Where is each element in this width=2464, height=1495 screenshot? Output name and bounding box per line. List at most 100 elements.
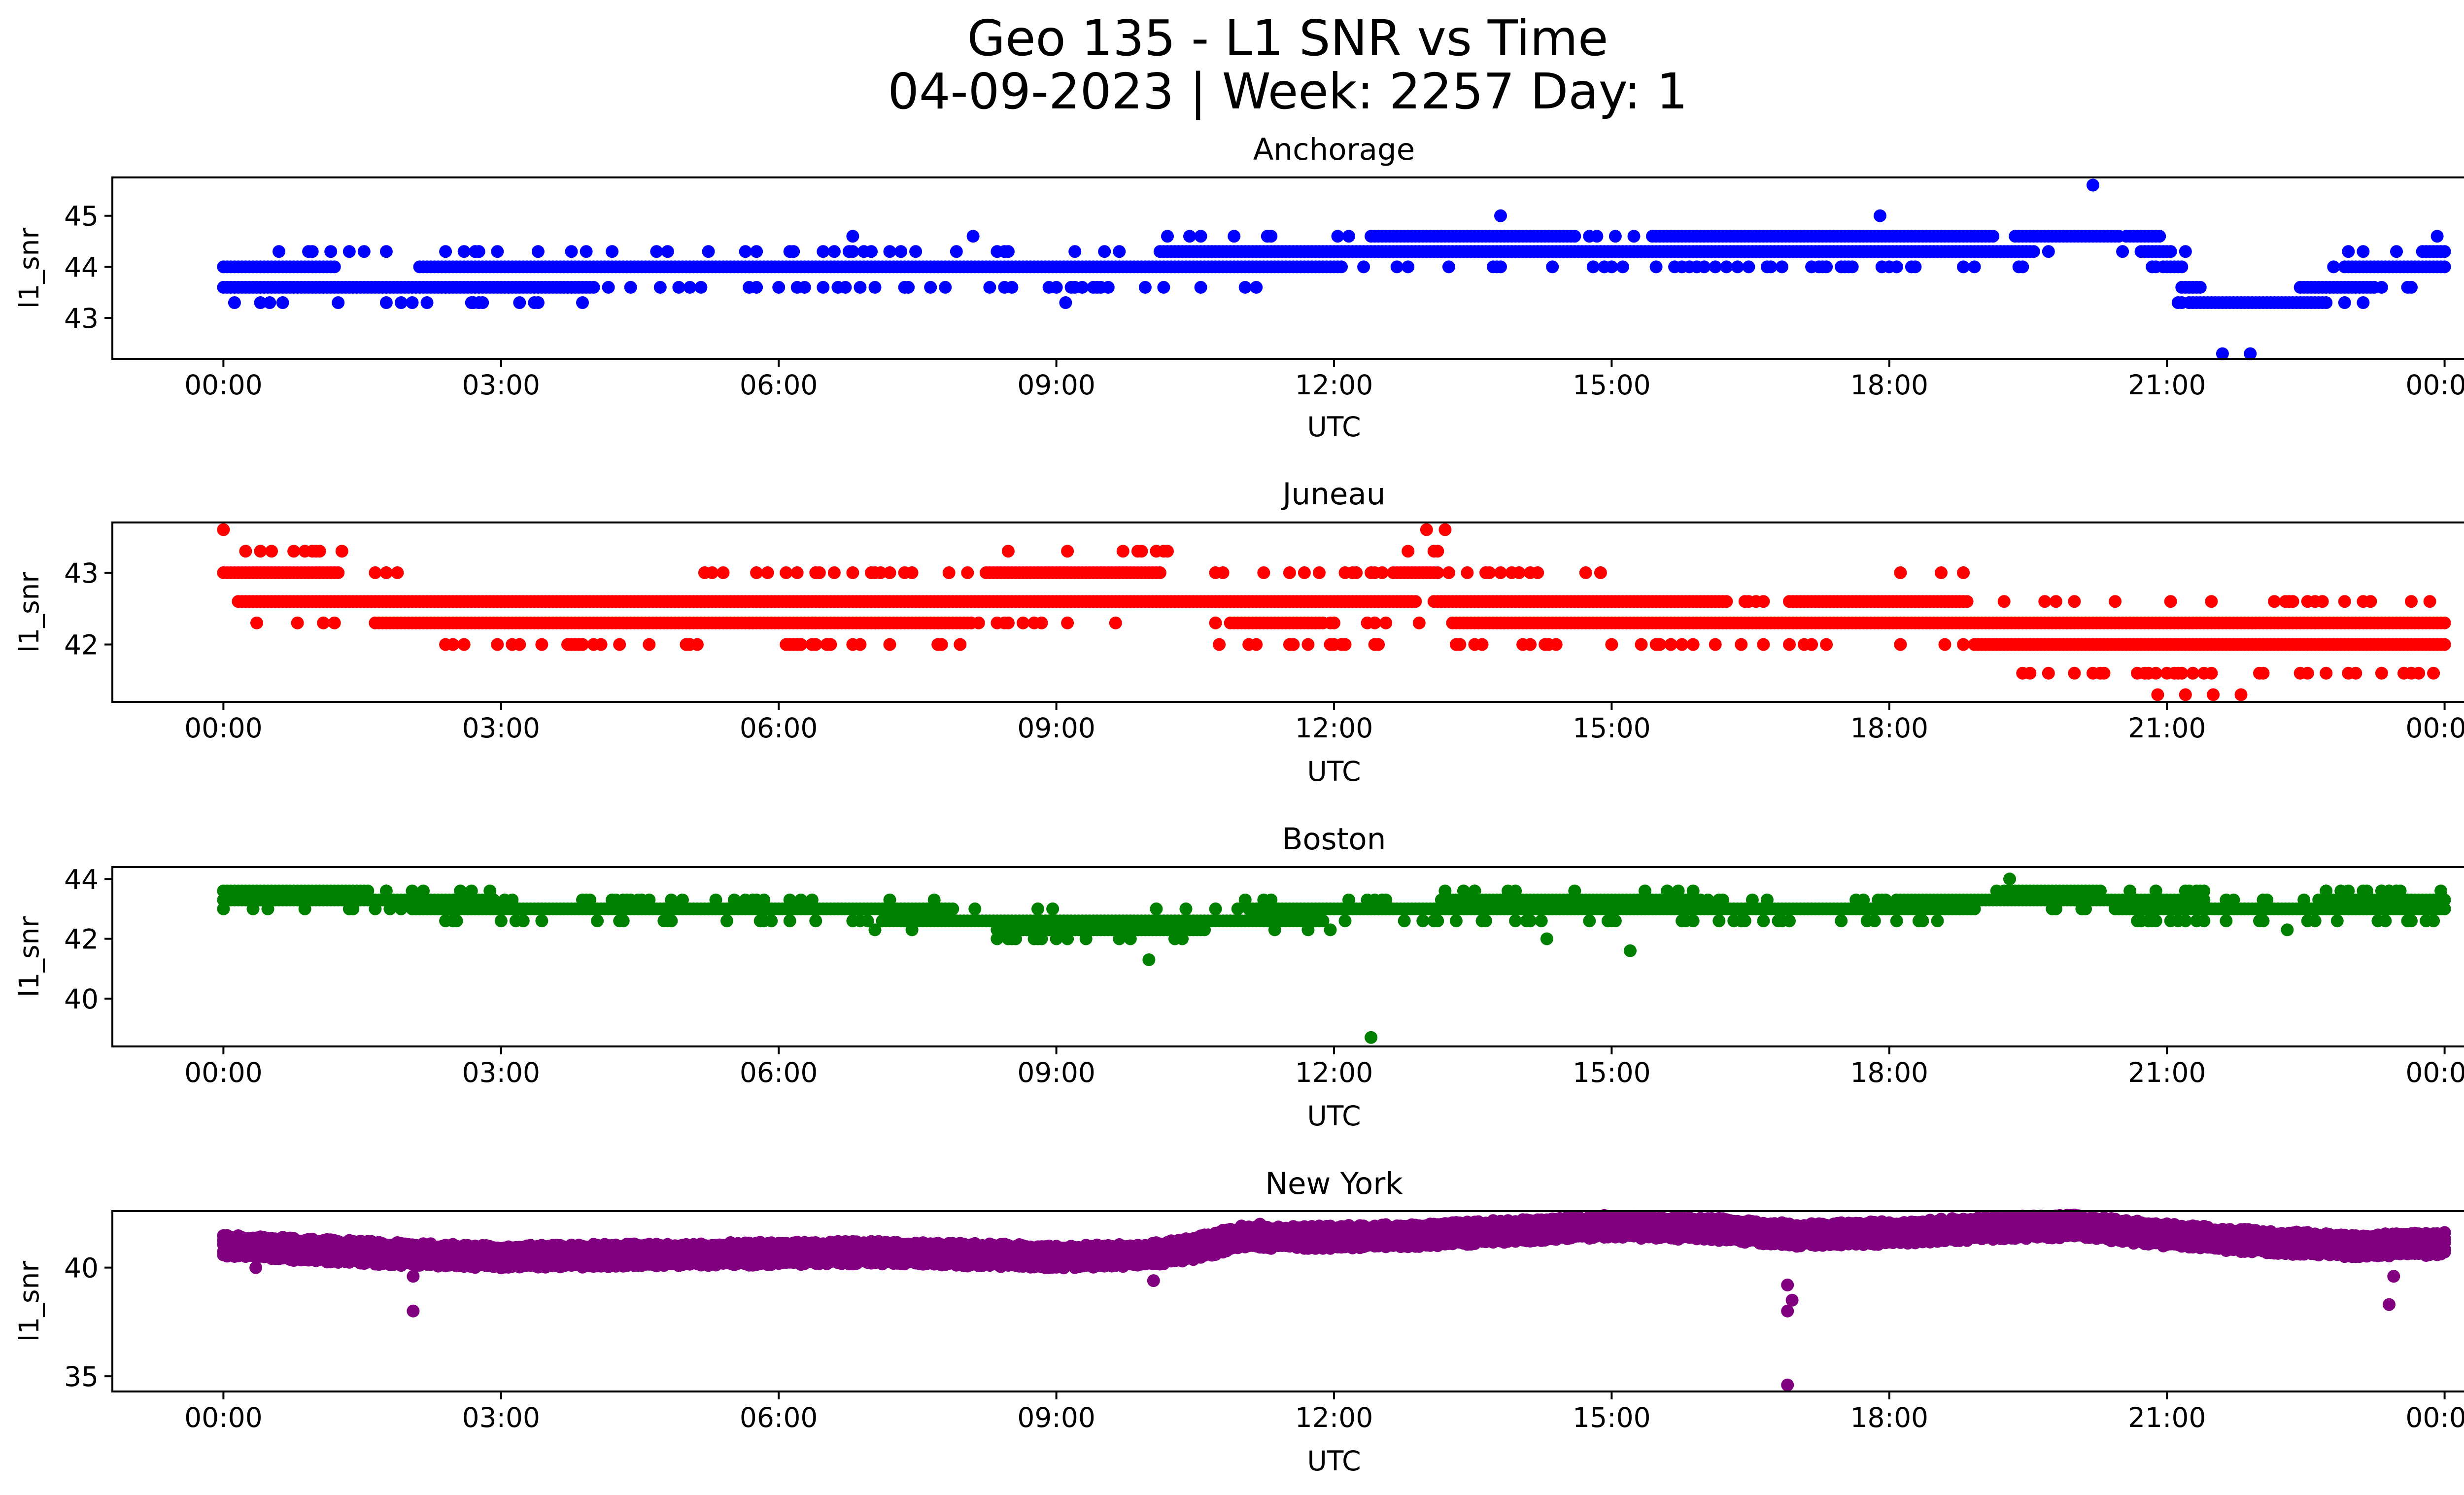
data-point — [1649, 260, 1663, 274]
data-point — [1653, 638, 1667, 651]
data-point — [1709, 260, 1722, 274]
juneau-scatter-panel: Juneau 00:00 03:00 06:00 09:00 12:00 15:00 18:… — [13, 477, 2464, 787]
x-tick-label: 15:00 — [1573, 369, 1651, 401]
data-point — [394, 296, 408, 309]
data-point — [2316, 595, 2329, 608]
x-tick-label: 18:00 — [1850, 712, 1929, 744]
x-tick-label: 06:00 — [740, 369, 818, 401]
y-axis-label: l1_snr — [13, 572, 45, 653]
outlier-point — [513, 296, 526, 309]
data-point — [613, 638, 626, 651]
x-tick-label: 18:00 — [1850, 369, 1929, 401]
data-point — [1509, 914, 1522, 928]
data-point — [809, 638, 822, 651]
data-point — [2042, 245, 2055, 258]
data-point — [457, 245, 471, 258]
data-point — [317, 616, 330, 629]
outlier-point — [874, 566, 887, 579]
data-point — [1001, 545, 1015, 558]
y-axis-label: l1_snr — [13, 228, 45, 309]
outlier-point — [1957, 566, 1970, 579]
data-point — [643, 638, 656, 651]
data-point — [2357, 245, 2370, 258]
data-point — [1375, 566, 1389, 579]
data-point — [1153, 566, 1166, 579]
data-point — [865, 245, 878, 258]
data-point — [1050, 280, 1063, 294]
data-point — [239, 545, 252, 558]
data-point — [328, 260, 341, 274]
data-point — [1776, 260, 1788, 274]
data-point — [1894, 566, 1907, 579]
data-point — [1894, 638, 1907, 651]
data-point — [1805, 638, 1818, 651]
data-point — [1483, 566, 1496, 579]
data-point — [1608, 914, 1622, 928]
data-point — [450, 914, 463, 928]
x-tick-label: 18:00 — [1850, 1057, 1929, 1088]
data-point — [1194, 280, 1207, 294]
x-tick-label: 03:00 — [462, 369, 541, 401]
data-point — [1846, 260, 1859, 274]
data-point — [1101, 280, 1115, 294]
outlier-point — [2244, 347, 2257, 360]
data-point — [750, 280, 763, 294]
data-point — [1068, 245, 1082, 258]
data-point — [1479, 914, 1492, 928]
data-point — [2375, 666, 2388, 680]
outlier-point — [1031, 932, 1044, 945]
data-point — [1035, 616, 1048, 629]
data-point — [1213, 638, 1226, 651]
data-point — [591, 914, 604, 928]
data-point — [683, 280, 696, 294]
data-point — [1194, 230, 1207, 243]
figure-title-line1: Geo 135 - L1 SNR vs Time — [967, 9, 1608, 67]
data-point — [1138, 280, 1152, 294]
outlier-point — [2087, 178, 2099, 192]
data-point — [2193, 280, 2207, 294]
outlier-point — [1161, 545, 1174, 558]
data-point — [2016, 260, 2029, 274]
data-point — [494, 914, 508, 928]
data-point — [1431, 566, 1444, 579]
data-point — [1216, 566, 1230, 579]
data-point — [1720, 260, 1733, 274]
data-point — [2430, 230, 2444, 243]
x-tick-label: 09:00 — [1017, 1057, 1095, 1088]
panel-title: Boston — [1282, 822, 1386, 857]
data-point — [2038, 595, 2052, 608]
data-point — [2427, 666, 2440, 680]
data-point — [324, 245, 338, 258]
data-point — [824, 638, 837, 651]
data-point — [1453, 638, 1467, 651]
data-point — [228, 296, 241, 309]
data-point — [1287, 638, 1300, 651]
data-point — [2349, 666, 2362, 680]
data-point — [1731, 260, 1744, 274]
data-point — [2330, 914, 2344, 928]
data-point — [954, 638, 967, 651]
data-point — [1409, 595, 1422, 608]
data-point — [694, 280, 708, 294]
data-point — [406, 296, 419, 309]
data-point — [2320, 296, 2333, 309]
data-point — [1301, 638, 1315, 651]
data-point — [1605, 260, 1618, 274]
data-point — [1583, 914, 1596, 928]
data-point — [905, 566, 919, 579]
outlier-point — [846, 230, 859, 243]
data-point — [391, 566, 404, 579]
figure-title-line2: 04-09-2023 | Week: 2257 Day: 1 — [888, 63, 1687, 120]
data-point — [1335, 260, 1348, 274]
data-point — [2438, 638, 2451, 651]
data-point — [1531, 566, 1544, 579]
data-point — [287, 545, 301, 558]
data-point — [883, 638, 896, 651]
data-point — [1109, 616, 1122, 629]
data-point — [1135, 545, 1148, 558]
outlier-point — [1874, 209, 1886, 222]
data-point — [1390, 260, 1403, 274]
outlier-point — [2151, 688, 2164, 701]
y-tick-label: 42 — [64, 924, 99, 955]
data-point — [2308, 914, 2322, 928]
